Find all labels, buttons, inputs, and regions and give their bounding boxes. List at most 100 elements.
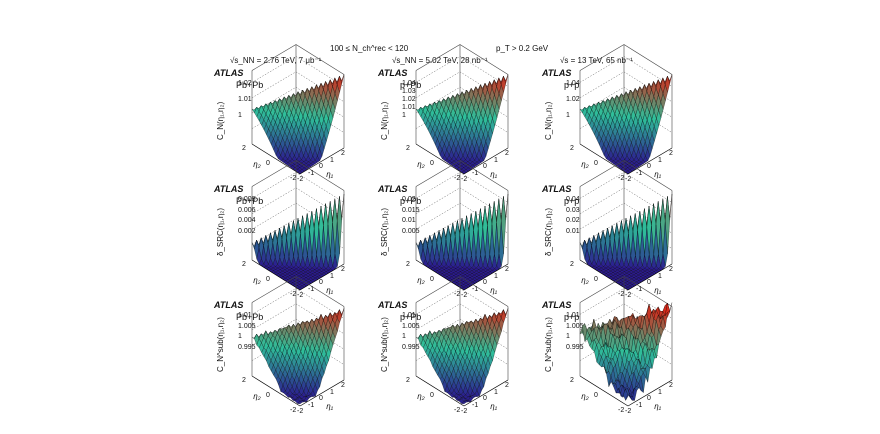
system-label: p+Pb <box>400 196 422 206</box>
z-grid-line <box>251 71 345 103</box>
x-tick-label: -1 <box>636 285 643 293</box>
x-axis-label: η₁ <box>326 285 334 295</box>
z-tick-label: 0.005 <box>402 228 420 235</box>
axis-line <box>415 375 465 407</box>
panel-1-0: ATLAS Pb+Pb δ_SRC(η₁,η₂) 0.008 0.006 0.004 0.0… <box>212 160 402 300</box>
z-grid-line <box>579 71 673 103</box>
y-axis-label: η₂ <box>417 160 425 169</box>
z-tick-label: 0.01 <box>566 228 580 235</box>
y-tick-label: -2 <box>454 175 461 182</box>
box-edge <box>251 160 297 187</box>
surface-plot <box>251 44 345 175</box>
y-tick-label: 0 <box>594 392 598 399</box>
y-tick-label: 0 <box>594 160 598 167</box>
y-tick-label: 0 <box>266 276 270 283</box>
z-grid-line <box>251 202 345 234</box>
x-axis-label: η₁ <box>654 401 662 411</box>
system-label: p+p <box>564 80 580 90</box>
axis-line <box>463 379 509 407</box>
z-tick-label: 1 <box>238 112 242 119</box>
y-tick-label: 2 <box>570 261 574 268</box>
z-grid-line <box>251 218 345 249</box>
x-tick-label: -2 <box>625 292 632 299</box>
surface-plot <box>251 276 345 407</box>
y-tick-label: 0 <box>430 160 434 167</box>
x-tick-label: 2 <box>505 150 509 157</box>
x-axis-label: η₁ <box>654 285 662 295</box>
axis-line <box>463 147 509 175</box>
system-label: p+Pb <box>400 80 422 90</box>
axis-line <box>299 263 345 291</box>
axis-line <box>579 259 629 291</box>
y-tick-label: 2 <box>570 377 574 384</box>
surface-plot <box>579 44 673 175</box>
atlas-label: ATLAS <box>214 68 244 78</box>
z-tick-label: 1.01 <box>238 96 252 103</box>
panel-2-0: ATLAS Pb+Pb C_N^sub(η₁,η₂) 1.01 1.005 1 0.995-… <box>212 276 402 416</box>
x-tick-label: 0 <box>319 395 323 402</box>
box-edge <box>295 44 345 75</box>
system-label: Pb+Pb <box>236 312 264 322</box>
z-grid-line <box>415 187 509 219</box>
x-tick-label: -2 <box>625 408 632 415</box>
y-tick-label: 2 <box>570 145 574 152</box>
x-axis-label: η₁ <box>490 169 498 179</box>
surface-plot <box>579 160 673 291</box>
surface-cell <box>297 401 303 405</box>
z-grid-line <box>251 86 345 118</box>
atlas-label: ATLAS <box>542 300 572 310</box>
y-tick-label: 2 <box>242 377 246 384</box>
system-label: p+p <box>564 196 580 206</box>
z-grid-line <box>579 56 673 87</box>
z-tick-label: 1.04 <box>566 80 580 87</box>
y-tick-label: -2 <box>454 291 461 298</box>
z-tick-label: 0.015 <box>402 206 420 214</box>
z-tick-label: 1 <box>566 112 570 119</box>
x-tick-label: 1 <box>330 388 334 396</box>
z-grid-line <box>415 202 509 234</box>
x-tick-label: 0 <box>647 395 651 402</box>
x-tick-label: 1 <box>494 388 498 396</box>
x-tick-label: 0 <box>483 395 487 402</box>
x-tick-label: 1 <box>330 272 334 280</box>
x-tick-label: 2 <box>669 150 673 157</box>
axis-line <box>627 263 673 291</box>
y-tick-label: 2 <box>406 377 410 384</box>
z-grid-line <box>251 172 345 203</box>
surface-cell <box>625 393 631 401</box>
axis-line <box>251 143 301 175</box>
y-tick-label: 0 <box>266 392 270 399</box>
z-tick-label: 0.995 <box>402 344 420 351</box>
z-tick-label: 1.01 <box>566 312 580 319</box>
axis-line <box>415 143 465 175</box>
x-tick-label: 2 <box>341 382 345 389</box>
x-tick-label: 2 <box>341 266 345 273</box>
z-tick-label: 1.04 <box>402 80 416 87</box>
z-tick-label: 1.02 <box>238 80 252 87</box>
surface-cell <box>461 401 467 405</box>
panel-2-1: ATLAS p+Pb C_N^sub(η₁,η₂) 1.01 1.005 1 0.995 -2… <box>376 276 566 416</box>
x-tick-label: 2 <box>341 150 345 157</box>
z-grid-line <box>415 318 509 350</box>
col-title-pbpb: √s_NN = 2.76 TeV, 7 μb⁻¹ <box>230 56 322 65</box>
z-grid-line <box>415 172 509 203</box>
z-grid-line <box>251 187 345 219</box>
x-tick-label: 0 <box>647 279 651 286</box>
box-edge <box>623 160 673 191</box>
z-tick-label: 0.02 <box>566 217 580 225</box>
panel-0-2: ATLAS p+p C_N(η₁,η₂) 1.04 1.02 1 -2 -1 0 1 2 2 0 -2 η₁… <box>540 44 730 184</box>
system-label: p+p <box>564 312 580 322</box>
z-tick-label: 0.04 <box>566 196 580 203</box>
z-tick-label: 1.02 <box>566 96 580 103</box>
x-tick-label: 2 <box>669 266 673 273</box>
box-edge <box>459 276 509 307</box>
box-edge <box>623 44 673 75</box>
x-axis-label: η₁ <box>490 285 498 295</box>
multiplicity-label: 100 ≤ N_ch^rec < 120 <box>330 44 409 53</box>
y-tick-label: 0 <box>430 392 434 399</box>
z-tick-label: 0.002 <box>238 228 256 235</box>
x-axis-label: η₁ <box>490 401 498 411</box>
y-axis-label: η₂ <box>581 276 589 285</box>
surface-plot <box>415 44 509 175</box>
z-tick-label: 0.995 <box>238 344 256 351</box>
